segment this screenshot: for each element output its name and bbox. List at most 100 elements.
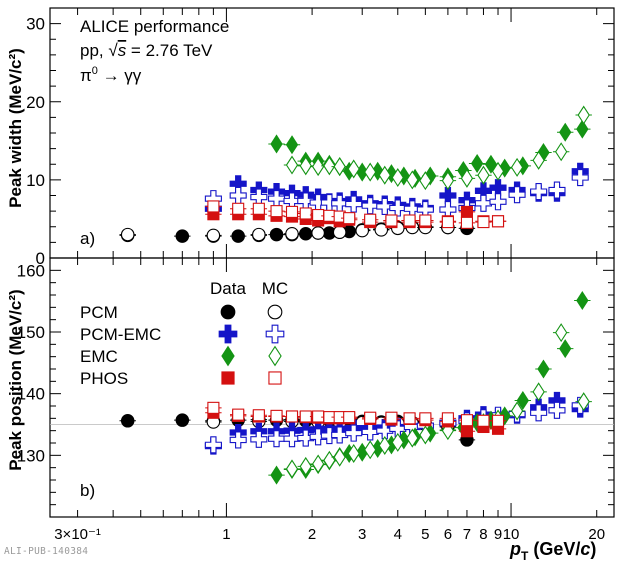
data-point <box>376 422 394 440</box>
data-point <box>312 410 325 423</box>
data-point <box>510 401 524 421</box>
data-point <box>299 227 313 241</box>
data-point <box>577 392 590 412</box>
data-point <box>250 430 268 448</box>
legend-label-phos: PHOS <box>80 369 128 388</box>
sqrt-symbol: √ <box>108 41 118 60</box>
series-emc-mc <box>283 323 592 479</box>
data-point <box>345 195 363 213</box>
legend-marker-phos-mc <box>268 371 282 385</box>
x-tick-label: 6 <box>444 526 452 543</box>
y-tick-label: 0 <box>36 249 45 268</box>
data-point <box>378 435 391 455</box>
data-point <box>555 142 568 162</box>
data-point <box>530 404 548 422</box>
data-point <box>477 165 490 185</box>
data-point <box>364 162 377 182</box>
x-tick-label: 8 <box>479 526 487 543</box>
data-point <box>508 186 526 204</box>
data-point <box>309 428 327 446</box>
data-point <box>419 425 432 445</box>
data-point <box>516 390 529 410</box>
x-tick-label: 3 <box>358 526 366 543</box>
data-point <box>231 229 245 243</box>
data-point <box>385 411 398 424</box>
data-point <box>206 228 221 243</box>
data-point <box>232 408 245 421</box>
data-point <box>460 168 474 188</box>
data-point <box>364 213 377 226</box>
data-point <box>364 440 377 460</box>
data-point <box>175 413 190 427</box>
system-prefix: pp, <box>80 41 108 60</box>
data-point <box>532 382 545 402</box>
legend: Data MC PCM PCM-EMC EMC PHOS <box>80 279 288 388</box>
legend-marker-phos-data <box>221 371 235 385</box>
data-point <box>285 155 299 175</box>
energy-value: = 2.76 TeV <box>126 41 213 60</box>
data-point <box>347 443 360 463</box>
energy-symbol: s <box>118 41 127 60</box>
data-point <box>406 170 419 190</box>
data-point <box>331 426 349 444</box>
data-point <box>311 454 325 474</box>
data-point <box>285 135 299 155</box>
data-point <box>270 465 283 485</box>
y-tick-label: 150 <box>17 323 45 342</box>
data-point <box>297 429 315 447</box>
x-tick-label: 7 <box>463 526 471 543</box>
data-point <box>269 227 284 242</box>
watermark: ALI-PUB-140384 <box>4 546 89 557</box>
data-point <box>559 122 572 142</box>
data-point <box>299 207 312 220</box>
legend-label-pcm: PCM <box>80 303 118 322</box>
data-point <box>252 227 266 242</box>
x-tick-label: 1 <box>222 526 230 543</box>
data-point <box>576 119 589 139</box>
data-point <box>559 339 572 359</box>
data-point <box>439 201 457 219</box>
legend-markers <box>218 304 285 385</box>
y-tick-label: 30 <box>26 15 45 34</box>
panel-a-marks <box>119 105 592 243</box>
decay-products: → γγ <box>98 66 142 85</box>
data-point <box>577 105 590 125</box>
x-tick-label: 4 <box>394 526 402 543</box>
data-point <box>441 412 454 425</box>
data-point <box>299 410 312 423</box>
panel-b-frame <box>49 257 615 518</box>
data-point <box>477 414 490 427</box>
data-point <box>345 424 363 442</box>
data-point <box>470 153 484 173</box>
data-point <box>120 227 135 242</box>
data-point <box>419 412 432 425</box>
legend-label-emc: EMC <box>80 347 118 366</box>
data-point <box>460 205 474 218</box>
panel-b-label: b) <box>80 481 95 500</box>
data-point <box>311 157 325 177</box>
data-point <box>406 428 419 448</box>
data-point <box>283 430 301 448</box>
data-point <box>333 157 346 177</box>
decay-superscript: 0 <box>92 65 98 77</box>
data-point <box>229 431 247 449</box>
data-point <box>270 205 283 218</box>
x-axis-title-units: (GeV/c) <box>528 539 596 559</box>
x-tick-label: 9 <box>494 526 502 543</box>
data-point <box>419 214 432 227</box>
data-point <box>285 459 299 479</box>
panel-b-marks <box>119 291 592 485</box>
legend-marker-emc-data <box>221 345 235 367</box>
series-phos-mc <box>205 401 507 427</box>
data-point <box>311 226 325 240</box>
data-point <box>270 134 283 154</box>
data-point <box>403 214 416 227</box>
decay-label: π0 → γγ <box>80 65 142 85</box>
data-point <box>252 409 265 422</box>
data-point <box>548 401 566 419</box>
legend-marker-pcm-emc-mc <box>265 324 285 344</box>
y-tick-label: 160 <box>17 261 45 280</box>
data-point <box>576 291 589 311</box>
y-tick-label: 140 <box>17 385 45 404</box>
